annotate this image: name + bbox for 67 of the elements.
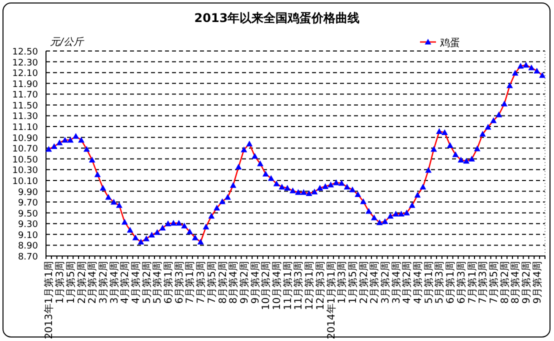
x-tick-label: 6月第1周 xyxy=(444,261,457,304)
x-tick-label: 11月第1周 xyxy=(282,261,294,310)
x-tick-label: 8月第4周 xyxy=(228,261,240,304)
x-tick-label: 9月第4周 xyxy=(249,261,262,304)
y-tick-label: 11.50 xyxy=(12,101,38,112)
x-tick-label: 5月第2周 xyxy=(140,261,153,304)
x-tick-label: 7月第1周 xyxy=(184,261,196,304)
y-tick-label: 8.90 xyxy=(18,242,38,252)
y-tick-label: 9.50 xyxy=(18,209,38,220)
x-tick-label: 6月第1周 xyxy=(162,261,175,304)
y-tick-label: 12.50 xyxy=(12,48,38,58)
x-tick-label: 1月第3周 xyxy=(336,261,348,304)
x-tick-label: 1月第5周 xyxy=(64,261,77,304)
y-tick-label: 9.30 xyxy=(18,220,38,230)
y-tick-label: 10.10 xyxy=(12,176,38,187)
y-axis-title: 元/公斤 xyxy=(50,36,84,48)
x-tick-label: 5月第4周 xyxy=(152,261,164,304)
y-tick-label: 12.30 xyxy=(12,58,38,68)
x-tick-label: 3月第2周 xyxy=(379,261,392,304)
x-tick-label: 3月第4周 xyxy=(390,261,402,304)
x-tick-label: 2月第2周 xyxy=(76,261,88,304)
x-tick-label: 11月第3周 xyxy=(292,261,305,310)
y-tick-label: 11.90 xyxy=(12,80,38,90)
x-tick-label: 1月第5周 xyxy=(346,261,359,304)
y-tick-label: 11.10 xyxy=(12,123,38,134)
x-tick-label: 4月第2周 xyxy=(401,261,414,304)
x-tick-label: 12月第1周 xyxy=(304,261,316,310)
y-tick-label: 10.90 xyxy=(12,134,38,144)
y-tick-label: 8.70 xyxy=(18,252,38,262)
x-tick-label: 6月第3周 xyxy=(173,261,186,304)
x-tick-label: 6月第3周 xyxy=(455,261,468,304)
y-tick-label: 12.10 xyxy=(12,69,38,80)
x-tick-label: 10月第2周 xyxy=(260,261,272,310)
x-tick-label: 7月第1周 xyxy=(466,261,478,304)
x-tick-label: 10月第4周 xyxy=(271,261,284,310)
x-tick-label: 2月第4周 xyxy=(86,261,99,304)
chart-title: 2013年以来全国鸡蛋价格曲线 xyxy=(194,11,360,25)
y-tick-label: 10.50 xyxy=(12,155,38,166)
x-tick-label: 9月第2周 xyxy=(520,261,533,304)
y-tick-label: 9.70 xyxy=(18,198,38,209)
x-tick-label: 7月第3周 xyxy=(195,261,208,304)
x-tick-label: 8月第4周 xyxy=(510,261,522,304)
x-tick-label: 2月第4周 xyxy=(368,261,381,304)
x-tick-label: 7月第5周 xyxy=(488,261,500,304)
y-tick-label: 10.30 xyxy=(12,166,38,176)
x-tick-label: 9月第4周 xyxy=(531,261,544,304)
x-tick-label: 5月第3周 xyxy=(434,261,446,304)
x-tick-label: 3月第2周 xyxy=(97,261,110,304)
x-tick-label: 12月第3周 xyxy=(314,261,326,310)
x-tick-label: 7月第5周 xyxy=(206,261,218,304)
x-tick-label: 3月第4周 xyxy=(108,261,120,304)
x-tick-label: 9月第2周 xyxy=(238,261,250,304)
x-tick-label: 4月第2周 xyxy=(119,261,132,304)
y-tick-label: 9.90 xyxy=(18,188,38,198)
x-tick-label: 5月第1周 xyxy=(422,261,435,304)
x-tick-label: 4月第4周 xyxy=(412,261,424,304)
y-tick-label: 9.10 xyxy=(18,230,38,241)
legend-label: 鸡蛋 xyxy=(439,37,460,49)
x-tick-label: 4月第4周 xyxy=(130,261,142,304)
y-tick-label: 11.70 xyxy=(12,90,38,101)
x-tick-label: 2月第2周 xyxy=(358,261,370,304)
x-tick-label: 1月第3周 xyxy=(54,261,66,304)
x-tick-label: 8月第2周 xyxy=(216,261,229,304)
x-tick-label: 8月第2周 xyxy=(498,261,511,304)
y-tick-label: 11.30 xyxy=(12,112,38,122)
y-tick-label: 10.70 xyxy=(12,144,38,155)
x-tick-label: 7月第3周 xyxy=(477,261,490,304)
